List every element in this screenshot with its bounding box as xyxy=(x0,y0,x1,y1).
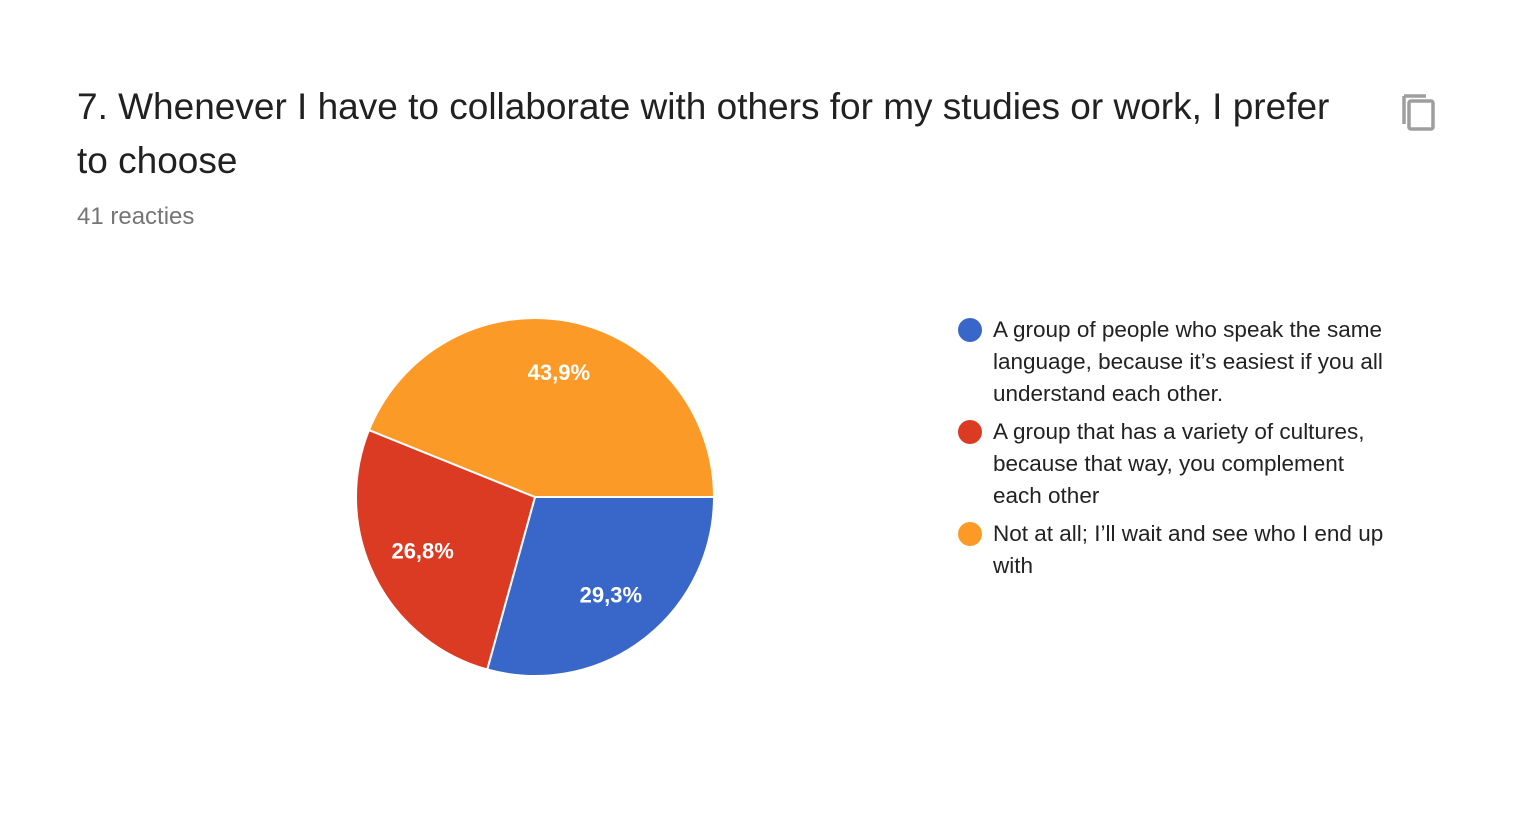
copy-icon[interactable] xyxy=(1400,90,1440,136)
slice-label: 43,9% xyxy=(528,360,590,385)
pie-slice xyxy=(485,496,716,677)
pie-slice xyxy=(355,428,537,671)
legend-swatch xyxy=(958,318,982,342)
copy-icon-front xyxy=(1407,99,1435,131)
pie-chart: 29,3% 26,8% 43,9% xyxy=(355,317,716,677)
pie-slice xyxy=(367,317,716,498)
chart-title: 7. Whenever I have to collaborate with o… xyxy=(77,86,1330,181)
legend-swatch xyxy=(958,522,982,546)
slice-label: 26,8% xyxy=(391,538,453,563)
legend-label: Not at all; I’ll wait and see who I end … xyxy=(993,521,1384,578)
slice-label: 29,3% xyxy=(580,583,642,608)
legend-swatch xyxy=(958,420,982,444)
response-count: 41 reacties xyxy=(77,203,195,230)
legend: A group of people who speak the same lan… xyxy=(958,314,1388,588)
legend-label: A group of people who speak the same lan… xyxy=(993,317,1383,406)
legend-item: Not at all; I’ll wait and see who I end … xyxy=(958,518,1388,582)
legend-item: A group of people who speak the same lan… xyxy=(958,314,1388,410)
legend-item: A group that has a variety of cultures, … xyxy=(958,416,1388,512)
legend-label: A group that has a variety of cultures, … xyxy=(993,419,1365,508)
